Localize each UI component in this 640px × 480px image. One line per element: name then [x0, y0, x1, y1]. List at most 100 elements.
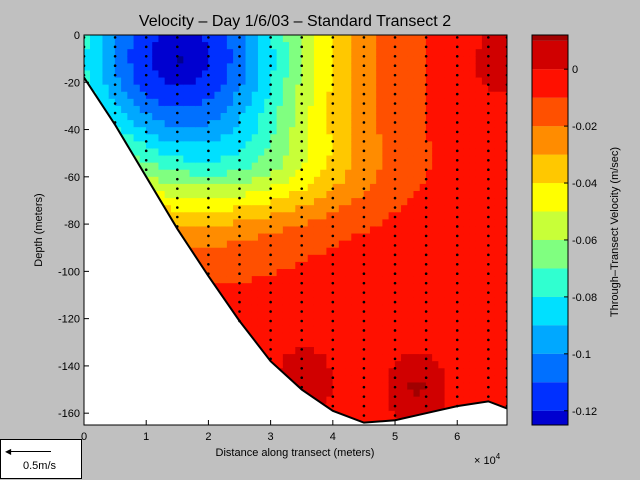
- field-cell: [308, 425, 315, 433]
- field-cell: [425, 183, 433, 192]
- field-cell: [425, 63, 433, 72]
- field-cell: [276, 290, 284, 298]
- field-cell: [164, 148, 172, 157]
- field-cell: [133, 127, 141, 135]
- field-cell: [425, 304, 433, 313]
- field-cell: [463, 42, 471, 50]
- field-cell: [463, 332, 471, 341]
- field-cell: [214, 169, 222, 178]
- field-cell: [457, 375, 464, 384]
- measurement-point: [424, 395, 428, 398]
- measurement-point: [487, 83, 490, 86]
- field-cell: [338, 283, 346, 291]
- field-cell: [264, 311, 272, 320]
- field-cell: [457, 35, 464, 43]
- field-cell: [257, 339, 265, 348]
- field-cell: [276, 70, 284, 79]
- measurement-point: [238, 215, 241, 219]
- field-cell: [469, 304, 477, 313]
- field-cell: [376, 176, 383, 185]
- field-cell: [488, 42, 495, 50]
- field-cell: [481, 332, 489, 341]
- field-cell: [214, 425, 221, 433]
- field-cell: [289, 134, 296, 142]
- field-cell: [257, 98, 265, 107]
- field-cell: [189, 105, 197, 114]
- field-cell: [394, 261, 402, 270]
- field-cell: [394, 325, 402, 334]
- field-cell: [376, 70, 383, 79]
- field-cell: [326, 219, 334, 228]
- field-cell: [326, 127, 334, 135]
- field-cell: [363, 148, 371, 157]
- field-cell: [481, 169, 489, 178]
- field-cell: [351, 42, 359, 50]
- field-cell: [432, 105, 439, 114]
- field-cell: [494, 269, 502, 277]
- field-cell: [276, 155, 284, 164]
- field-cell: [239, 297, 247, 306]
- field-cell: [239, 198, 247, 206]
- measurement-point: [424, 54, 428, 58]
- field-cell: [425, 49, 433, 57]
- measurement-point: [300, 158, 304, 162]
- field-cell: [432, 120, 439, 128]
- measurement-point: [300, 64, 304, 68]
- field-cell: [450, 63, 458, 72]
- field-cell: [401, 261, 408, 270]
- measurement-point: [207, 73, 210, 77]
- field-cell: [363, 332, 371, 341]
- field-cell: [233, 226, 240, 235]
- field-cell: [450, 240, 458, 249]
- field-cell: [357, 290, 365, 298]
- field-cell: [301, 254, 309, 263]
- measurement-point: [331, 102, 335, 105]
- field-cell: [432, 389, 439, 398]
- colorbar-ticks: 0-0.02-0.04-0.06-0.08-0.1-0.12: [564, 64, 597, 418]
- field-cell: [506, 417, 507, 425]
- field-cell: [363, 261, 371, 270]
- field-cell: [425, 247, 433, 256]
- field-cell: [401, 113, 408, 121]
- field-cell: [363, 269, 371, 277]
- field-cell: [363, 105, 371, 114]
- field-cell: [114, 49, 122, 57]
- field-cell: [326, 361, 334, 369]
- field-cell: [382, 56, 390, 64]
- field-cell: [220, 276, 228, 284]
- measurement-point: [362, 291, 366, 294]
- field-cell: [257, 42, 265, 50]
- field-cell: [320, 77, 328, 86]
- measurement-point: [238, 158, 241, 162]
- field-cell: [407, 347, 415, 355]
- field-cell: [481, 339, 489, 348]
- field-cell: [276, 233, 284, 242]
- field-cell: [394, 361, 402, 369]
- field-cell: [382, 389, 390, 398]
- field-cell: [245, 212, 253, 220]
- field-cell: [326, 183, 334, 192]
- field-cell: [270, 127, 278, 135]
- measurement-point: [455, 111, 459, 115]
- field-cell: [208, 226, 216, 235]
- field-cell: [500, 339, 507, 348]
- field-cell: [475, 105, 483, 114]
- field-cell: [425, 382, 433, 391]
- field-cell: [133, 141, 141, 150]
- field-cell: [432, 354, 439, 362]
- field-cell: [351, 120, 359, 128]
- field-cell: [351, 396, 359, 405]
- field-cell: [96, 70, 104, 79]
- field-cell: [394, 84, 402, 93]
- field-cell: [450, 254, 458, 263]
- field-cell: [488, 127, 495, 135]
- field-cell: [345, 91, 352, 100]
- measurement-point: [455, 158, 459, 162]
- field-cell: [407, 70, 415, 79]
- field-cell: [282, 269, 290, 277]
- field-cell: [475, 304, 483, 313]
- field-cell: [351, 425, 358, 433]
- field-cell: [251, 219, 259, 228]
- field-cell: [313, 183, 321, 192]
- field-cell: [363, 325, 371, 334]
